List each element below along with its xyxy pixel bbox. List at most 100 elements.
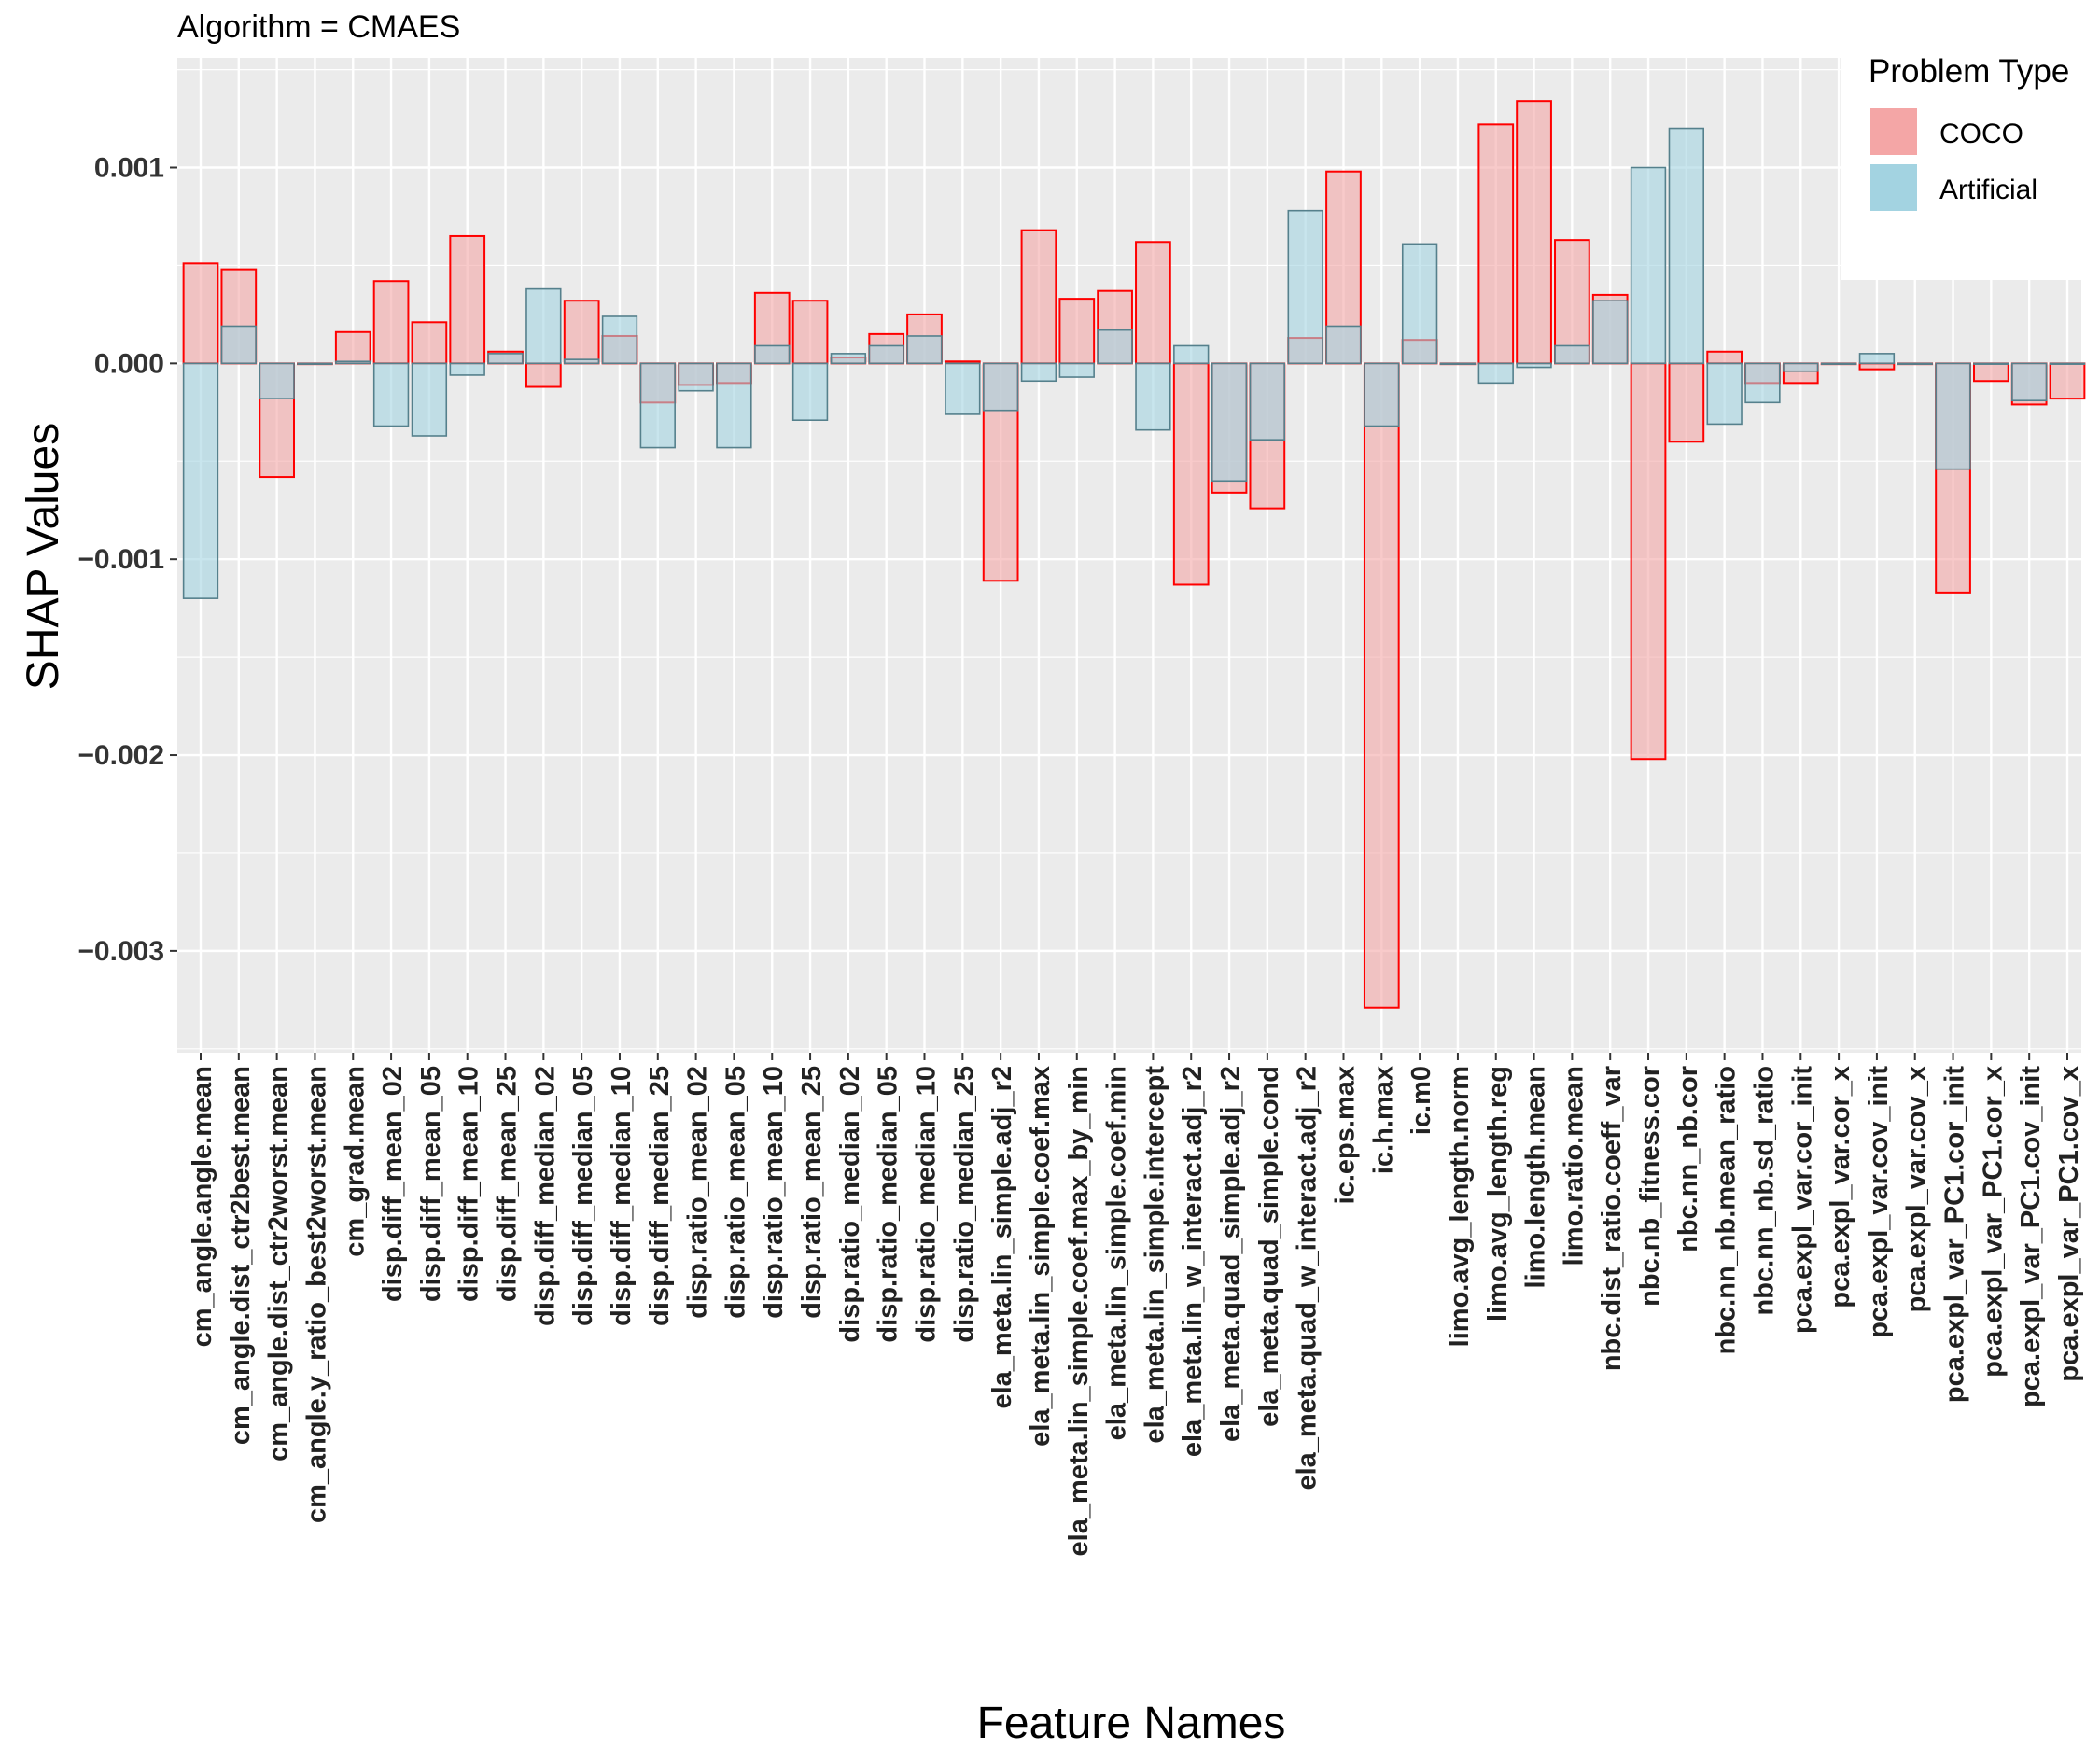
bar-artificial	[678, 362, 714, 392]
bar-artificial	[1135, 362, 1171, 431]
bar-artificial	[1554, 344, 1590, 365]
x-tick-label: disp.ratio_median_10	[912, 1066, 942, 1343]
x-axis: cm_angle.angle.mean cm_angle.dist_ctr2bes…	[188, 1053, 2084, 1556]
bar-artificial	[411, 362, 448, 437]
x-tick-label: nbc.nn_nb.mean_ratio	[1712, 1066, 1742, 1354]
x-tick-label: limo.avg_length.reg	[1483, 1066, 1513, 1322]
bar-artificial	[1287, 209, 1323, 365]
bar-coco	[1477, 123, 1515, 365]
bar-coco	[1973, 362, 2009, 383]
bar-artificial	[791, 362, 829, 422]
bar-artificial	[1097, 329, 1133, 365]
bar-artificial	[830, 353, 867, 365]
x-tick-label: nbc.dist_ratio.coeff_var	[1597, 1066, 1627, 1371]
bar-artificial	[1973, 362, 2009, 365]
bar-artificial	[297, 362, 333, 365]
bar-artificial	[1858, 353, 1896, 365]
x-axis-title: Feature Names	[977, 1699, 1286, 1748]
bar-artificial	[1935, 362, 1971, 470]
bar-artificial	[1211, 362, 1248, 483]
bar-coco	[1363, 362, 1400, 1009]
x-tick-label: disp.diff_mean_25	[493, 1066, 523, 1302]
bar-coco	[2049, 362, 2086, 400]
x-tick-label: ela_meta.quad_w_interact.adj_r2	[1293, 1066, 1323, 1490]
bar-coco	[1135, 241, 1171, 365]
bar-artificial	[1364, 362, 1400, 427]
facet-label: Algorithm = CMAES	[177, 9, 460, 45]
x-tick-label: disp.ratio_mean_05	[721, 1066, 750, 1319]
x-tick-label: limo.avg_length.norm	[1445, 1066, 1475, 1347]
y-tick-label: 0.000	[94, 348, 164, 379]
plot-panel	[177, 58, 2081, 1053]
bar-artificial	[906, 335, 943, 365]
bar-coco	[411, 321, 448, 365]
bar-artificial	[601, 315, 638, 365]
bar-coco	[1058, 298, 1096, 365]
bar-coco	[563, 300, 600, 365]
x-tick-label: disp.diff_mean_05	[416, 1066, 446, 1302]
bar-artificial	[449, 362, 485, 376]
bar-artificial	[1820, 362, 1857, 365]
x-tick-label: nbc.nn_nb.sd_ratio	[1749, 1066, 1779, 1315]
bar-artificial	[1630, 166, 1667, 365]
x-tick-label: ela_meta.lin_simple.coef.max_by_min	[1064, 1066, 1094, 1556]
legend-key-artificial	[1870, 164, 1917, 211]
x-tick-label: pca.expl_var.cov_x	[1902, 1066, 1932, 1312]
bar-coco	[449, 234, 486, 365]
x-tick-label: ela_meta.lin_simple.adj_r2	[987, 1066, 1017, 1409]
bar-artificial	[982, 362, 1019, 412]
x-tick-label: cm_angle.dist_ctr2worst.mean	[264, 1066, 294, 1462]
x-tick-label: cm_grad.mean	[340, 1066, 370, 1257]
bar-coco	[372, 280, 410, 365]
y-tick-label: 0.001	[94, 153, 164, 184]
x-tick-label: pca.expl_var_PC1.cov_init	[2016, 1066, 2046, 1407]
x-tick-label: disp.ratio_median_02	[835, 1066, 865, 1343]
x-tick-label: disp.ratio_mean_25	[797, 1066, 827, 1319]
bar-artificial	[1173, 344, 1210, 365]
bar-artificial	[2011, 362, 2048, 402]
bar-artificial	[1897, 362, 1933, 365]
bar-artificial	[1744, 362, 1781, 404]
x-tick-label: cm_angle.angle.mean	[188, 1066, 217, 1347]
legend-label-artificial: Artificial	[1939, 175, 2037, 205]
y-tick-label: −0.001	[77, 544, 164, 575]
x-tick-label: disp.diff_mean_02	[378, 1066, 408, 1302]
x-tick-label: cm_angle.dist_ctr2best.mean	[226, 1066, 256, 1445]
bar-artificial	[487, 353, 524, 365]
bar-coco	[1706, 350, 1743, 365]
x-tick-label: disp.diff_mean_10	[455, 1066, 484, 1302]
y-tick-label: −0.002	[77, 740, 164, 771]
x-tick-label: nbc.nn_nb.cor	[1673, 1066, 1703, 1252]
bar-coco	[334, 330, 371, 365]
x-tick-label: ela_meta.lin_simple.coef.max	[1026, 1066, 1056, 1447]
bar-coco	[1172, 362, 1210, 586]
x-tick-label: pca.expl_var.cov_init	[1864, 1066, 1894, 1338]
x-tick-label: disp.diff_median_02	[530, 1066, 560, 1326]
bar-artificial	[1058, 362, 1095, 378]
bar-artificial	[868, 344, 904, 365]
x-tick-label: disp.ratio_median_05	[874, 1066, 903, 1343]
y-axis-title: SHAP Values	[19, 423, 68, 690]
bar-artificial	[1783, 362, 1819, 372]
x-tick-label: disp.ratio_mean_02	[683, 1066, 713, 1319]
x-tick-label: nbc.nb_fitness.cor	[1635, 1066, 1665, 1307]
bar-artificial	[372, 362, 410, 427]
bar-artificial	[1668, 127, 1704, 365]
bars-layer	[182, 100, 2086, 1009]
x-tick-label: ela_meta.lin_simple.coef.min	[1102, 1066, 1132, 1440]
bar-artificial	[563, 358, 600, 365]
x-tick-label: ela_meta.lin_simple.intercept	[1140, 1066, 1169, 1444]
y-axis: 0.001 0.000 −0.001 −0.002 −0.003	[77, 153, 177, 967]
bar-coco	[791, 300, 829, 365]
x-tick-label: ela_meta.quad_simple.cond	[1254, 1066, 1284, 1427]
bar-artificial	[2049, 362, 2086, 365]
x-tick-label: ic.h.max	[1368, 1066, 1398, 1174]
bar-artificial	[525, 287, 562, 365]
x-tick-label: ela_meta.quad_simple.adj_r2	[1216, 1066, 1246, 1442]
legend-title: Problem Type	[1869, 53, 2069, 90]
x-tick-label: pca.expl_var.cor_x	[1826, 1066, 1855, 1308]
bar-coco	[1020, 229, 1057, 365]
bar-artificial	[1516, 362, 1552, 369]
bar-artificial	[335, 360, 371, 365]
